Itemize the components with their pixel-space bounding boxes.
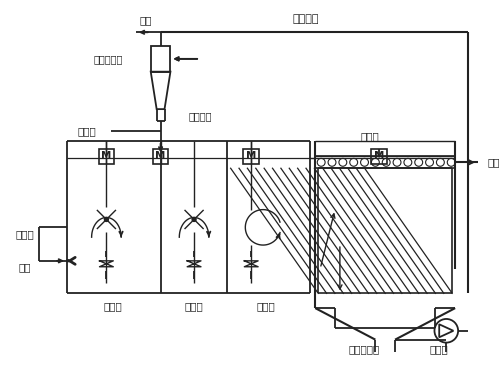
Text: 污泥泵: 污泥泵 (429, 345, 448, 355)
Text: M: M (374, 152, 384, 161)
Circle shape (192, 218, 196, 221)
Text: M: M (101, 152, 112, 161)
Bar (372, 149, 387, 164)
Text: 斜板沉淀池: 斜板沉淀池 (349, 345, 380, 355)
Text: 混凝剂: 混凝剂 (16, 229, 34, 239)
Text: 混凝池: 混凝池 (104, 301, 122, 311)
Text: 出水: 出水 (488, 157, 500, 167)
Text: 助凝剂: 助凝剂 (78, 126, 96, 136)
Bar (244, 149, 259, 164)
Bar (152, 149, 168, 164)
Bar (98, 149, 114, 164)
Text: 熟化池: 熟化池 (256, 301, 276, 311)
Text: 刮泥机: 刮泥机 (360, 131, 379, 141)
Text: 原水: 原水 (18, 262, 31, 272)
Text: M: M (246, 152, 256, 161)
Bar (150, 46, 171, 72)
Text: 细砂回流: 细砂回流 (188, 111, 212, 121)
Text: 污泥回流: 污泥回流 (292, 14, 318, 25)
Circle shape (104, 218, 108, 221)
Text: M: M (156, 152, 166, 161)
Text: 水力旋流器: 水力旋流器 (94, 54, 123, 64)
Text: 排泥: 排泥 (140, 15, 152, 25)
Text: 加注池: 加注池 (184, 301, 204, 311)
